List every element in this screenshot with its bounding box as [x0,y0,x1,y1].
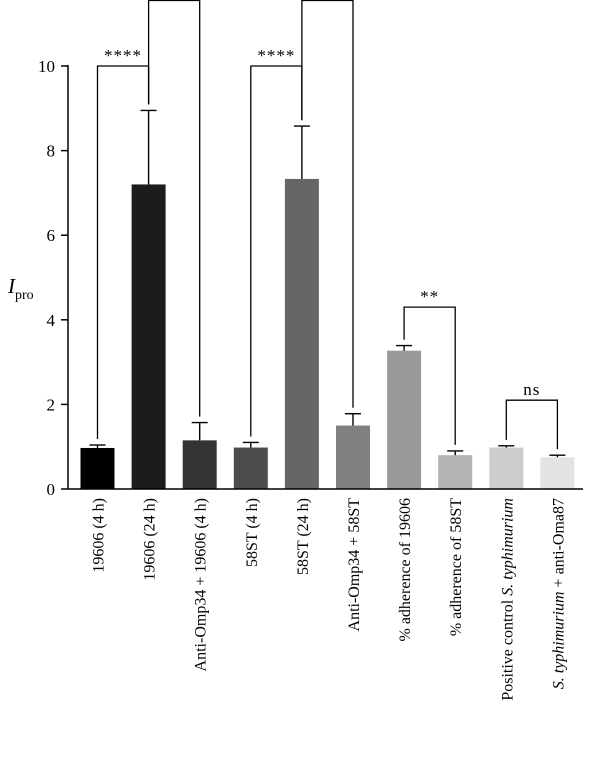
bar [233,447,268,489]
bar [489,447,524,489]
bar [284,178,319,490]
significance-bracket [147,0,201,417]
y-tick-label: 4 [47,311,56,330]
significance-label: ** [420,287,439,306]
significance-bracket [505,399,559,450]
y-tick-label: 0 [47,480,56,499]
bar [131,184,166,489]
bar [438,455,473,489]
bar [182,440,217,489]
x-category-label: S. typhimurium + anti-Oma87 [550,498,567,689]
bar [336,425,370,489]
y-tick-label: 8 [47,142,56,161]
significance-brackets: ******************ns [96,0,559,450]
x-category-label-part: 58ST (24 h) [295,498,312,575]
x-category-label: 19606 (24 h) [142,498,159,581]
x-category-label-part: + anti-Oma87 [550,498,567,591]
bar [387,350,422,489]
significance-label: ns [523,380,540,399]
significance-label: **** [104,46,142,65]
significance-label: **** [257,46,295,65]
x-category-label: 19606 (4 h) [91,498,108,573]
y-axis-title-subscript: pro [15,288,34,303]
x-category-label-part: 58ST (4 h) [244,498,261,567]
x-category-label-part: Anti-Omp34 + 58ST [346,498,363,632]
x-category-label-part: % adherence of 19606 [397,498,414,642]
x-category-label: Anti-Omp34 + 58ST [346,498,363,632]
significance-bracket [301,0,354,408]
x-category-label: Anti-Omp34 + 19606 (4 h) [193,498,210,671]
y-axis-title: Ipro [7,274,34,303]
y-axis-title-main: I [7,274,16,298]
x-category-labels: 19606 (4 h) 19606 (24 h) Anti-Omp34 + 1960… [91,498,568,701]
x-category-label-part: S. typhimurium [499,498,516,596]
y-tick-label: 6 [47,226,56,245]
bars [80,178,575,490]
bar [80,447,115,489]
x-category-label: 58ST (24 h) [295,498,312,575]
bar [540,457,575,489]
y-tick-label: 10 [38,57,55,76]
x-category-label: Positive control S. typhimurium [499,498,516,701]
y-tick-label: 2 [47,395,56,414]
x-category-label: % adherence of 19606 [397,498,414,642]
x-category-label: 58ST (4 h) [244,498,261,567]
x-category-label-part: 19606 (24 h) [142,498,159,581]
y-ticks: 0 2 4 6 8 10 [38,57,68,499]
x-category-label: % adherence of 58ST [448,498,465,636]
significance-bracket [403,306,456,445]
x-category-label-part: % adherence of 58ST [448,498,465,636]
x-category-label-part: S. typhimurium [550,591,567,689]
x-category-label-part: Positive control [499,596,516,701]
x-category-label-part: Anti-Omp34 + 19606 (4 h) [193,498,210,671]
axes [67,65,583,490]
x-category-label-part: 19606 (4 h) [91,498,108,573]
error-bars [89,109,566,458]
